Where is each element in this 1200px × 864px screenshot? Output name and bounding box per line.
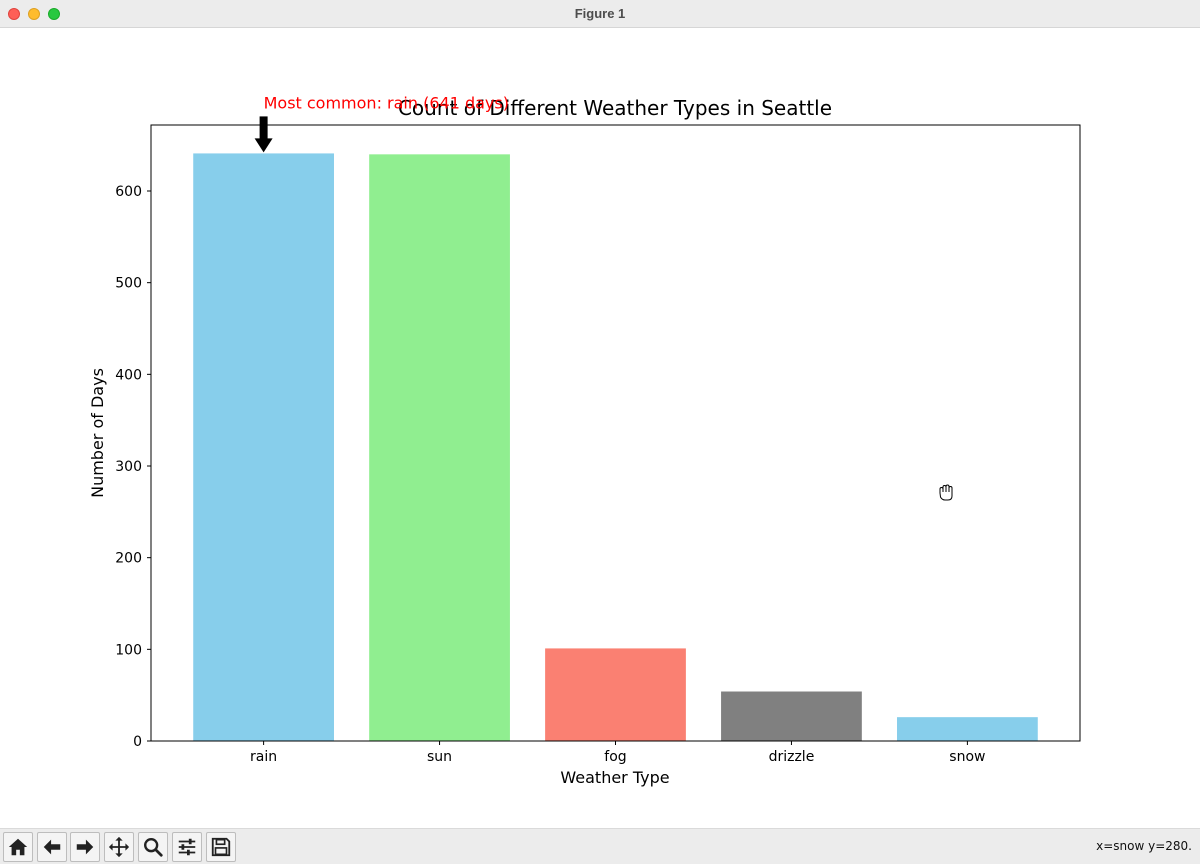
bar-fog — [545, 648, 686, 741]
move-icon — [108, 836, 130, 858]
x-tick-label-sun: sun — [427, 749, 452, 765]
maximize-window-button[interactable] — [48, 8, 60, 20]
bar-sun — [369, 154, 510, 741]
bar-chart[interactable]: Count of Different Weather Types in Seat… — [0, 28, 1200, 828]
window-title: Figure 1 — [574, 6, 626, 21]
pan-cursor-icon — [939, 484, 953, 501]
y-axis-label: Number of Days — [88, 368, 107, 498]
y-tick-label-300: 300 — [115, 459, 142, 475]
sliders-icon — [178, 838, 196, 856]
save-button[interactable] — [206, 832, 236, 862]
home-icon — [8, 838, 28, 856]
arrow-left-icon — [43, 839, 61, 855]
x-tick-label-rain: rain — [250, 749, 277, 765]
cursor-coordinates-readout: x=snow y=280. — [1096, 839, 1192, 853]
chart-title: Count of Different Weather Types in Seat… — [398, 96, 832, 120]
annotation-label: Most common: rain (641 days) — [264, 93, 509, 112]
magnifier-icon — [144, 838, 163, 857]
figure-canvas[interactable]: Count of Different Weather Types in Seat… — [0, 28, 1200, 828]
bar-snow — [897, 717, 1038, 741]
annotation-arrow-shaft — [259, 116, 268, 141]
annotation-arrow-head — [254, 138, 273, 153]
close-window-button[interactable] — [8, 8, 20, 20]
y-tick-label-200: 200 — [115, 551, 142, 567]
home-button[interactable] — [3, 832, 33, 862]
y-tick-label-600: 600 — [115, 184, 142, 200]
x-tick-label-fog: fog — [604, 749, 626, 765]
bar-drizzle — [721, 691, 862, 741]
x-tick-label-drizzle: drizzle — [769, 749, 815, 765]
floppy-disk-icon — [211, 837, 231, 857]
matplotlib-toolbar: x=snow y=280. — [0, 828, 1200, 864]
window-titlebar: Figure 1 — [0, 0, 1200, 28]
bar-rain — [193, 153, 334, 742]
pan-button[interactable] — [104, 832, 134, 862]
minimize-window-button[interactable] — [28, 8, 40, 20]
y-tick-label-500: 500 — [115, 276, 142, 292]
y-tick-label-100: 100 — [115, 642, 142, 658]
forward-button[interactable] — [70, 832, 100, 862]
y-tick-label-400: 400 — [115, 367, 142, 383]
x-axis-label: Weather Type — [560, 768, 669, 787]
back-button[interactable] — [37, 832, 67, 862]
zoom-button[interactable] — [138, 832, 168, 862]
x-tick-label-snow: snow — [949, 749, 985, 765]
y-tick-label-0: 0 — [133, 734, 142, 750]
arrow-right-icon — [76, 839, 94, 855]
configure-subplots-button[interactable] — [172, 832, 202, 862]
